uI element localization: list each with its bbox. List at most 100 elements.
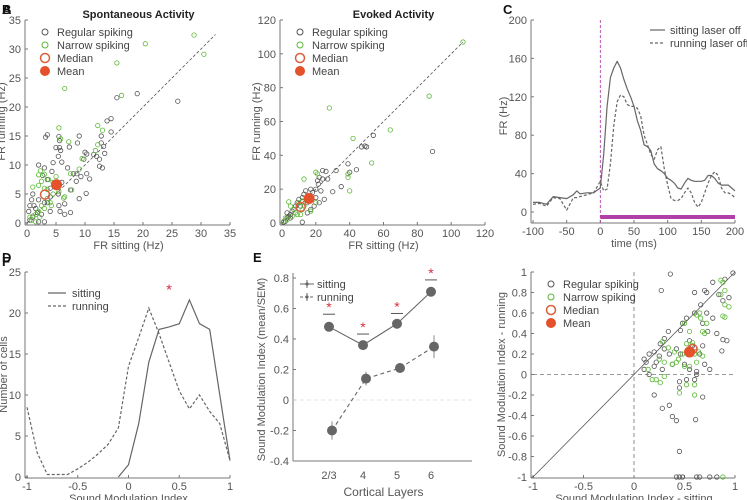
y-tick-label: 20 <box>264 184 276 196</box>
legend-label: Narrow spiking <box>57 40 130 52</box>
panel-F: -1 -0.8 -0.6 -0.4 -0.2 0 0.2 0.4 0.6 0.8 1 -1 -0.5 0 0… <box>2 254 738 500</box>
data-point-regular-spiking <box>66 144 72 150</box>
y-tick-label: 10 <box>9 390 21 402</box>
data-point-regular-spiking <box>35 162 42 168</box>
y-tick-label: 0.6 <box>512 308 527 320</box>
y-tick-label: 40 <box>264 150 276 162</box>
data-point-regular-spiking <box>84 151 90 157</box>
legend-label: Narrow spiking <box>563 292 636 304</box>
y-tick-label: 160 <box>509 53 527 65</box>
legend-marker-regular-spiking <box>41 28 49 36</box>
series-line-running-laser-off <box>532 94 736 211</box>
data-point-regular-spiking <box>679 320 686 326</box>
x-tick-label: 100 <box>442 228 460 240</box>
data-point-regular-spiking <box>694 368 700 375</box>
data-point-sitting <box>358 340 368 351</box>
data-point-regular-spiking <box>676 474 683 480</box>
data-point-regular-spiking <box>669 413 675 420</box>
data-point-narrow-spiking <box>722 287 728 294</box>
data-point-regular-spiking <box>65 165 71 171</box>
y-tick-label: 120 <box>509 92 527 104</box>
data-point-narrow-spiking <box>27 214 33 220</box>
data-point-regular-spiking <box>683 315 690 321</box>
data-point-regular-spiking <box>67 209 74 216</box>
data-point-regular-spiking <box>646 371 652 378</box>
y-tick-label: 1 <box>521 267 527 279</box>
y-axis-label: Sound Modulation Index - running <box>496 292 508 457</box>
data-point-regular-spiking <box>700 343 706 349</box>
data-point-narrow-spiking <box>657 380 663 386</box>
data-point-regular-spiking <box>651 363 657 369</box>
x-tick-label: -0.5 <box>68 481 87 493</box>
data-point-regular-spiking <box>313 186 319 192</box>
x-tick-label: 0.5 <box>677 481 692 493</box>
x-tick-label: 80 <box>411 228 423 240</box>
data-point-narrow-spiking <box>38 203 45 209</box>
data-point-regular-spiking <box>319 167 326 174</box>
data-point-narrow-spiking <box>41 205 48 212</box>
data-point-regular-spiking <box>651 392 657 398</box>
data-point-narrow-spiking <box>702 330 708 337</box>
data-point-regular-spiking <box>100 143 107 150</box>
panel-label: F <box>2 254 10 269</box>
x-tick-label: 30 <box>195 228 207 240</box>
legend-marker-narrow-spiking <box>547 293 555 301</box>
data-point-regular-spiking <box>730 270 736 276</box>
x-tick-label: 5 <box>53 228 59 240</box>
legend-label: Regular spiking <box>57 27 133 39</box>
y-tick-label: 0.4 <box>274 334 289 346</box>
data-point-regular-spiking <box>315 181 321 187</box>
data-point-regular-spiking <box>56 145 63 151</box>
data-point-regular-spiking <box>26 208 32 214</box>
data-point-narrow-spiking <box>720 474 726 480</box>
x-tick-label: 0 <box>125 481 131 493</box>
data-point-narrow-spiking <box>656 356 662 362</box>
data-point-regular-spiking <box>99 165 106 171</box>
data-point-narrow-spiking <box>686 363 693 369</box>
x-tick-label: 150 <box>692 226 710 238</box>
legend-marker-median <box>545 304 557 316</box>
data-point-regular-spiking <box>710 315 716 321</box>
y-tick-label: 100 <box>258 49 276 61</box>
y-tick-label: 120 <box>258 15 276 27</box>
x-tick-label: -100 <box>522 226 544 238</box>
x-tick-label: 0 <box>279 228 285 240</box>
data-point-regular-spiking <box>41 200 48 206</box>
data-point-regular-spiking <box>697 474 703 480</box>
data-point-regular-spiking <box>53 145 59 151</box>
x-tick-label: 10 <box>79 228 91 240</box>
data-point-narrow-spiking <box>661 373 667 380</box>
data-point-regular-spiking <box>44 132 50 138</box>
x-tick-label: 100 <box>658 226 676 238</box>
y-tick-label: 5 <box>15 189 21 201</box>
data-point-narrow-spiking <box>347 188 353 194</box>
data-point-narrow-spiking <box>47 200 53 206</box>
data-point-narrow-spiking <box>659 339 665 345</box>
x-axis-label: Sound Modulation Index <box>69 493 188 500</box>
data-point-regular-spiking <box>653 359 659 365</box>
data-point-narrow-spiking <box>76 166 82 172</box>
legend-marker-regular-spiking <box>547 280 555 288</box>
data-point-regular-spiking <box>55 191 61 197</box>
data-point-regular-spiking <box>333 167 339 174</box>
series-line-sitting-laser-off <box>533 60 736 205</box>
data-point-narrow-spiking <box>720 279 726 285</box>
data-point-regular-spiking <box>665 328 671 335</box>
data-point-regular-spiking <box>666 402 672 408</box>
data-point-narrow-spiking <box>697 310 703 316</box>
data-point-regular-spiking <box>716 291 722 298</box>
data-point-narrow-spiking <box>37 214 43 220</box>
legend-label: Median <box>57 53 93 65</box>
x-tick-label: 20 <box>137 228 149 240</box>
x-tick-label: 120 <box>476 228 494 240</box>
data-point-narrow-spiking <box>345 171 351 177</box>
y-tick-label: 80 <box>264 83 276 95</box>
x-tick-label: 5 <box>394 470 400 482</box>
series-line-sitting <box>328 291 432 346</box>
data-point-narrow-spiking <box>281 218 287 224</box>
data-point-narrow-spiking <box>369 160 375 166</box>
data-point-narrow-spiking <box>345 174 351 180</box>
data-point-regular-spiking <box>691 377 698 383</box>
y-tick-label: 25 <box>9 267 21 279</box>
